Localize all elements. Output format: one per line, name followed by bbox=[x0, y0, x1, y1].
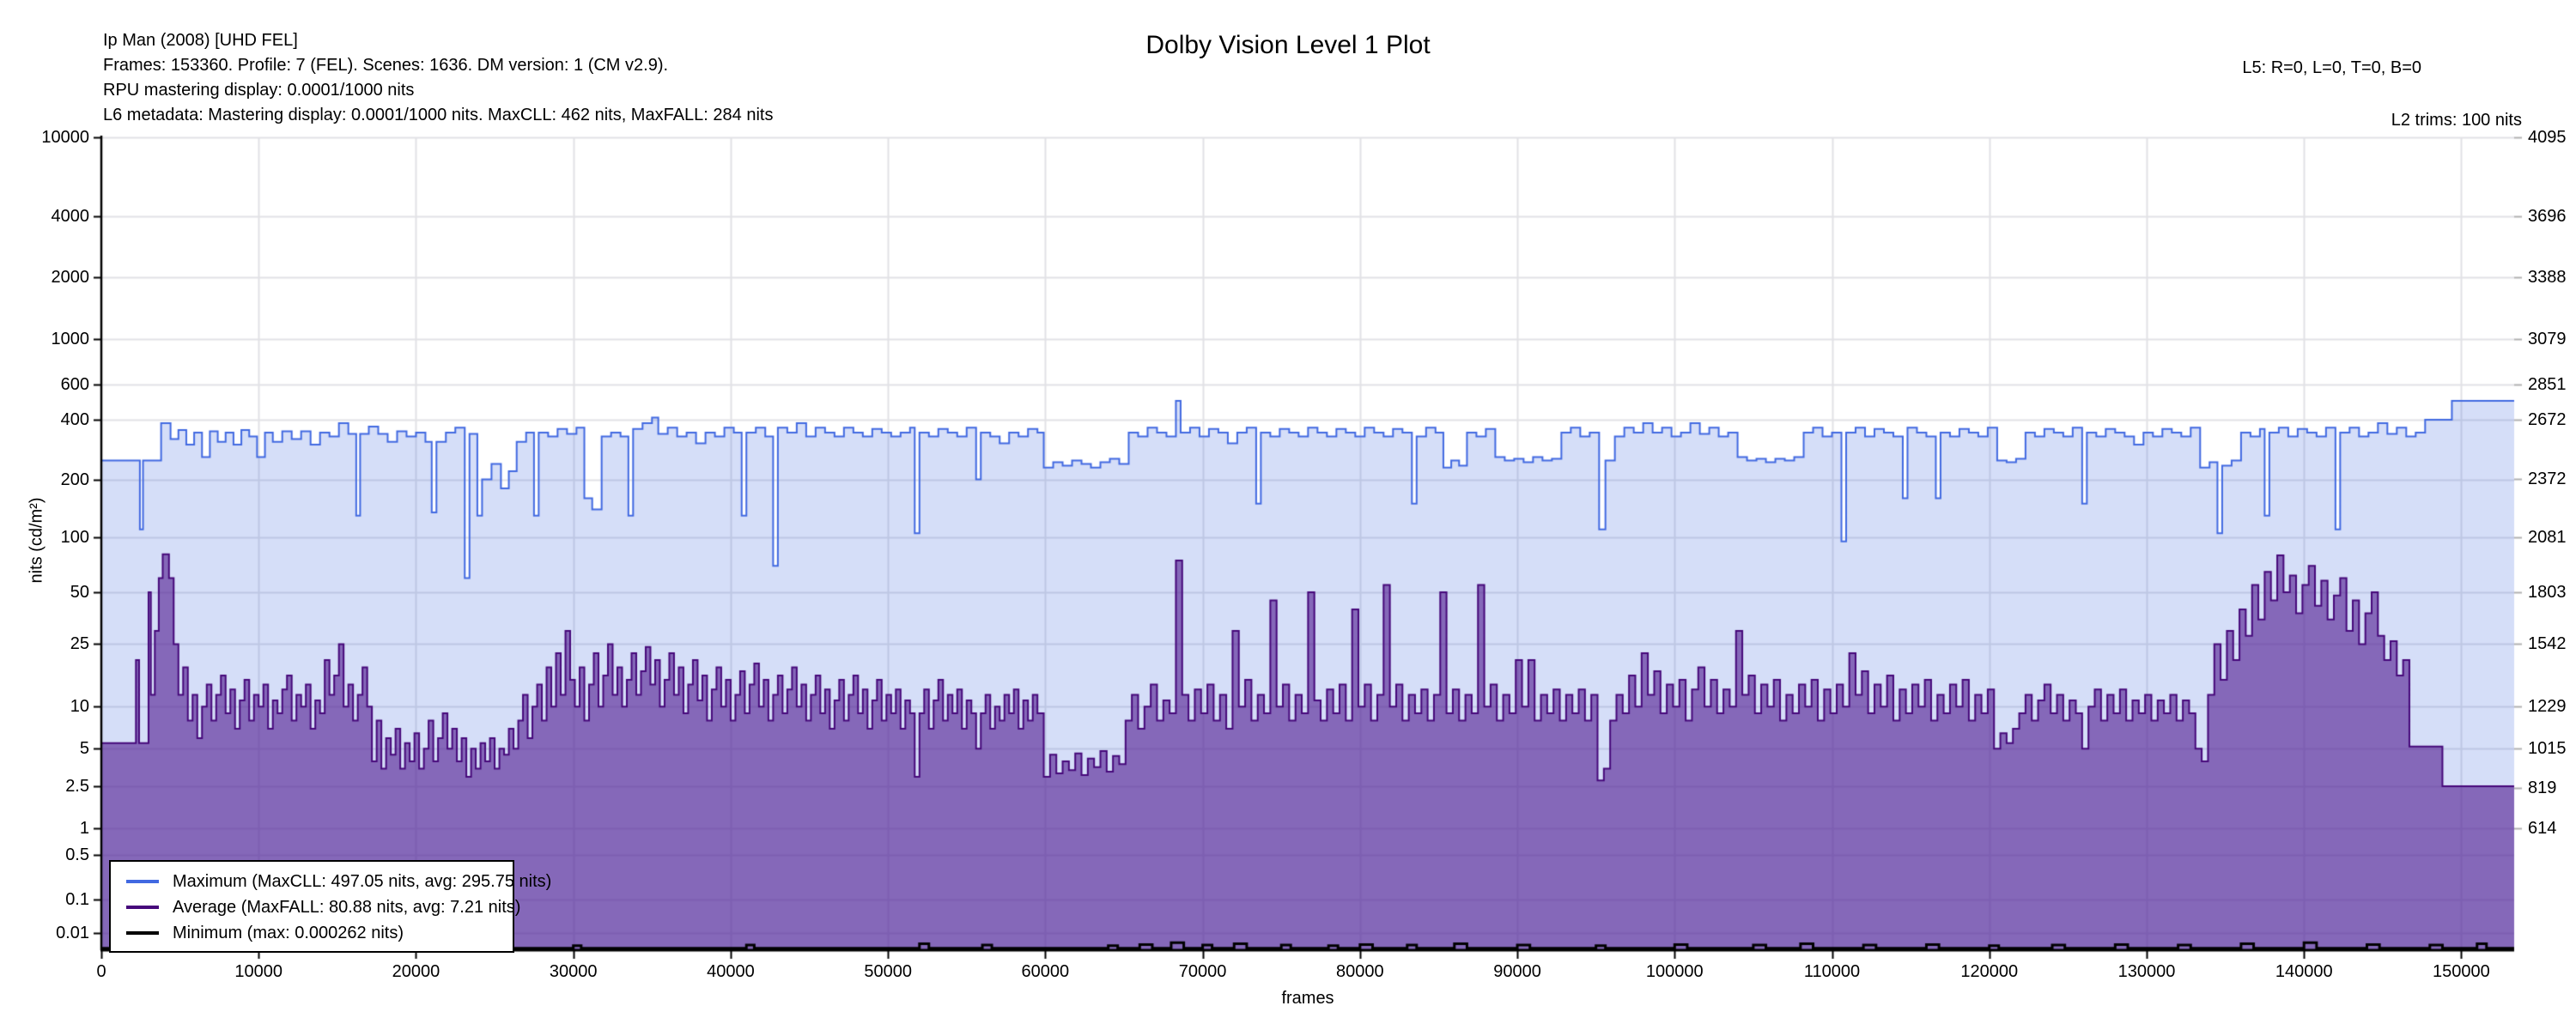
y-tick-label-right-pq: 2851 bbox=[2528, 374, 2567, 394]
y-tick-label-left: 1000 bbox=[51, 330, 90, 349]
x-tick-label: 40000 bbox=[707, 962, 755, 981]
y-tick-label-left: 100 bbox=[60, 527, 89, 547]
x-tick-label: 50000 bbox=[864, 962, 912, 981]
maximum-line-swatch-icon bbox=[126, 880, 159, 883]
minimum-line-swatch-icon bbox=[126, 931, 159, 935]
x-tick-label: 80000 bbox=[1336, 962, 1384, 981]
y-tick-label-right-pq: 2672 bbox=[2528, 410, 2567, 430]
average-line-swatch-icon bbox=[126, 906, 159, 909]
y-tick-label-left: 400 bbox=[60, 410, 89, 429]
legend-label-average: Average (MaxFALL: 80.88 nits, avg: 7.21 … bbox=[173, 897, 521, 917]
y-tick-label-right-pq: 3696 bbox=[2528, 207, 2567, 227]
l2-trims-text: L2 trims: 100 nits bbox=[2391, 111, 2522, 130]
x-tick-label: 120000 bbox=[1960, 962, 2019, 981]
y-tick-label-right-pq: 3079 bbox=[2528, 329, 2567, 348]
y-tick-label-left: 4000 bbox=[51, 207, 90, 227]
y-tick-label-left: 25 bbox=[70, 634, 89, 654]
x-tick-label: 90000 bbox=[1493, 962, 1541, 981]
x-axis-title: frames bbox=[1281, 989, 1334, 1008]
header-l6-metadata: L6 metadata: Mastering display: 0.0001/1… bbox=[103, 106, 774, 124]
x-tick-label: 60000 bbox=[1021, 962, 1070, 981]
legend-item-average: Average (MaxFALL: 80.88 nits, avg: 7.21 … bbox=[119, 894, 520, 920]
legend-item-minimum: Minimum (max: 0.000262 nits) bbox=[119, 920, 504, 946]
legend-item-maximum: Maximum (MaxCLL: 497.05 nits, avg: 295.7… bbox=[119, 869, 551, 894]
y-tick-label-left: 0.1 bbox=[65, 889, 89, 909]
x-tick-label: 0 bbox=[96, 962, 106, 981]
x-tick-label: 140000 bbox=[2275, 962, 2333, 981]
l5-trims-text: L5: R=0, L=0, T=0, B=0 bbox=[2242, 58, 2421, 77]
header-frames-profile: Frames: 153360. Profile: 7 (FEL). Scenes… bbox=[103, 56, 669, 75]
y-tick-label-left: 5 bbox=[79, 739, 89, 759]
x-tick-label: 150000 bbox=[2433, 962, 2490, 981]
page-title: Dolby Vision Level 1 Plot bbox=[1145, 31, 1431, 59]
x-tick-label: 130000 bbox=[2117, 962, 2176, 981]
y-tick-label-left: 2000 bbox=[51, 268, 90, 288]
y-tick-label-right-pq: 1542 bbox=[2528, 634, 2567, 654]
legend-label-minimum: Minimum (max: 0.000262 nits) bbox=[173, 923, 404, 942]
y-tick-label-left: 10 bbox=[70, 697, 89, 717]
y-tick-label-right-pq: 614 bbox=[2528, 819, 2557, 838]
legend: Maximum (MaxCLL: 497.05 nits, avg: 295.7… bbox=[109, 860, 551, 953]
y-tick-label-left: 600 bbox=[60, 374, 89, 394]
x-tick-label: 20000 bbox=[392, 962, 440, 981]
y-tick-label-right-pq: 2081 bbox=[2528, 527, 2567, 547]
legend-label-maximum: Maximum (MaxCLL: 497.05 nits, avg: 295.7… bbox=[173, 871, 552, 891]
y-tick-label-right-pq: 1015 bbox=[2528, 739, 2567, 759]
x-tick-label: 10000 bbox=[234, 962, 283, 981]
y-tick-label-right-pq: 819 bbox=[2528, 778, 2557, 797]
header-rpu-mastering: RPU mastering display: 0.0001/1000 nits bbox=[103, 81, 415, 100]
y-tick-label-right-pq: 1229 bbox=[2528, 696, 2567, 716]
y-tick-label-right-pq: 1803 bbox=[2528, 583, 2567, 603]
y-tick-label-left: 10000 bbox=[41, 128, 89, 147]
y-tick-label-left: 0.5 bbox=[65, 845, 89, 864]
x-tick-label: 70000 bbox=[1178, 962, 1227, 981]
y-tick-label-right-pq: 4095 bbox=[2528, 128, 2567, 147]
y-tick-label-left: 1 bbox=[79, 819, 89, 838]
y-tick-label-left: 200 bbox=[60, 470, 89, 489]
x-tick-label: 100000 bbox=[1645, 962, 1704, 981]
y-tick-label-left: 2.5 bbox=[65, 776, 89, 796]
x-tick-label: 30000 bbox=[549, 962, 598, 981]
header-movie-title: Ip Man (2008) [UHD FEL] bbox=[103, 31, 298, 50]
y-tick-label-right-pq: 3388 bbox=[2528, 268, 2567, 288]
x-tick-label: 110000 bbox=[1803, 962, 1861, 981]
y-tick-label-right-pq: 2372 bbox=[2528, 470, 2567, 489]
y-tick-label-left: 0.01 bbox=[56, 923, 89, 942]
y-tick-label-left: 50 bbox=[70, 583, 89, 603]
